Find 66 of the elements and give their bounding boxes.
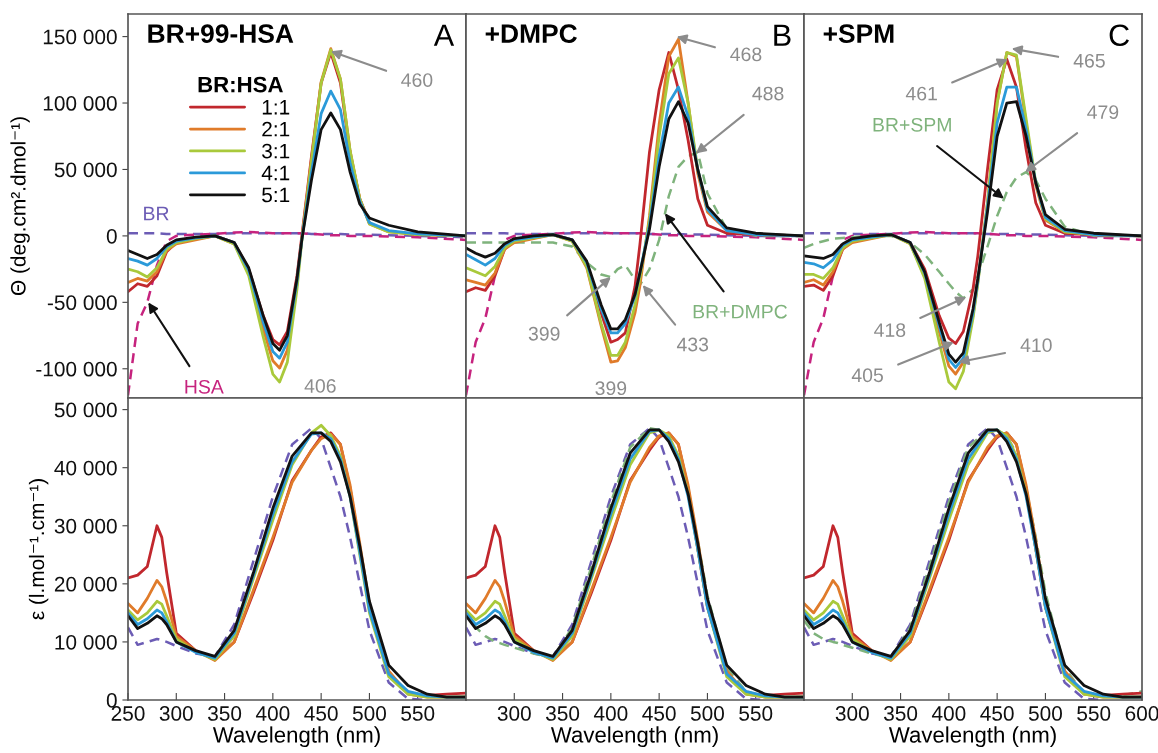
annotation: 405 <box>851 368 883 383</box>
legend-label: 3:1 <box>262 143 290 159</box>
y-tick-label: -100 000 <box>36 361 117 377</box>
x-tick-label: 600 <box>1125 706 1158 721</box>
y-tick-label: 30 000 <box>54 518 117 534</box>
annotation: 406 <box>304 379 336 393</box>
y-tick-label: 0 <box>106 228 117 244</box>
y-tick-label: -50 000 <box>47 295 117 311</box>
x-axis-title: Wavelength (nm) <box>212 726 380 748</box>
x-tick-label: 550 <box>739 706 773 721</box>
y-tick-label: 20 000 <box>54 576 117 592</box>
x-tick-label: 500 <box>1028 706 1062 721</box>
chart-title: +SPM <box>823 24 894 43</box>
x-tick-label: 250 <box>111 706 145 721</box>
legend-label: 2:1 <box>262 121 290 137</box>
x-tick-label: 400 <box>255 706 290 721</box>
x-tick-label: 300 <box>159 706 193 721</box>
x-tick-label: 300 <box>835 706 869 721</box>
legend-label: 1:1 <box>262 100 290 115</box>
x-tick-label: 450 <box>304 706 338 721</box>
x-tick-label: 350 <box>207 706 242 721</box>
annotation: BR+DMPC <box>693 304 787 319</box>
annotation: 433 <box>676 337 709 352</box>
annotation: 461 <box>905 86 937 101</box>
y-axis-title: ε (l.mol⁻¹.cm⁻¹) <box>28 479 49 620</box>
annotation: 460 <box>401 73 433 87</box>
y-tick-label: 50 000 <box>54 402 117 418</box>
y-tick-label: 40 000 <box>54 460 117 476</box>
x-tick-label: 550 <box>1077 706 1111 721</box>
y-axis-title: Θ (deg.cm².dmol⁻¹) <box>10 117 30 296</box>
x-tick-label: 300 <box>497 706 531 721</box>
x-tick-label: 550 <box>401 706 435 721</box>
chart-title: +DMPC <box>485 24 577 43</box>
y-tick-label: 10 000 <box>55 634 117 650</box>
annotation: C <box>1109 24 1130 47</box>
legend-label: 5:1 <box>262 187 290 203</box>
annotation: BR+SPM <box>873 117 951 132</box>
annotation: 399 <box>528 326 560 341</box>
annotation: BR <box>144 206 169 221</box>
legend-label: 4:1 <box>261 165 290 181</box>
y-tick-label: 50 000 <box>54 162 117 178</box>
annotation: 465 <box>1073 53 1105 68</box>
annotation: 399 <box>595 381 627 396</box>
x-tick-label: 500 <box>690 706 724 721</box>
annotation: 468 <box>730 47 762 62</box>
annotation: 410 <box>1020 338 1052 353</box>
annotation: HSA <box>185 379 224 394</box>
y-tick-label: 0 <box>106 693 117 708</box>
x-tick-label: 450 <box>980 706 1014 721</box>
y-tick-label: 150 000 <box>43 29 117 45</box>
x-tick-label: 450 <box>642 706 676 721</box>
chart-title: BR+99-HSA <box>148 24 294 43</box>
annotation: B <box>774 24 791 46</box>
x-tick-label: 400 <box>593 706 628 721</box>
annotation: A <box>433 24 455 46</box>
x-tick-label: 350 <box>545 706 580 721</box>
annotation: 488 <box>752 86 784 101</box>
annotation: 418 <box>874 323 906 337</box>
legend-title: BR:HSA <box>198 76 283 93</box>
x-axis-title: Wavelength (nm) <box>888 726 1056 748</box>
x-axis-title: Wavelength (nm) <box>550 726 718 748</box>
y-tick-label: 100 000 <box>43 96 117 111</box>
x-tick-label: 500 <box>352 706 386 721</box>
x-tick-label: 350 <box>883 706 918 721</box>
annotation: 479 <box>1087 105 1119 119</box>
x-tick-label: 400 <box>931 706 966 721</box>
